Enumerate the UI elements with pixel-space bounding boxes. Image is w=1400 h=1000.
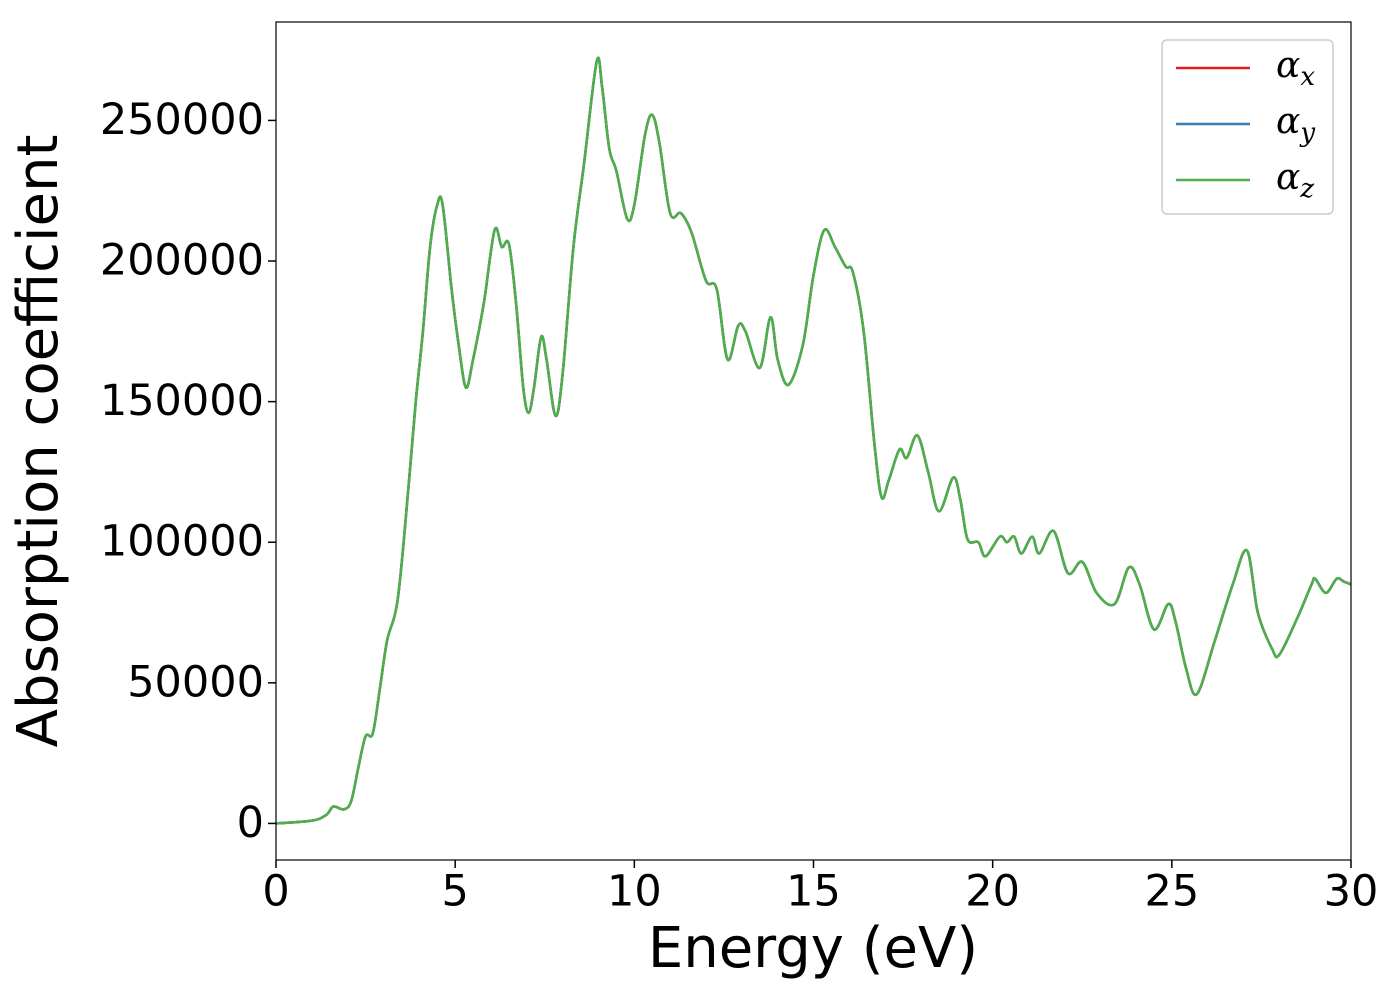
x-tick-label: 0: [262, 867, 289, 917]
y-tick-label: 200000: [100, 236, 264, 286]
x-axis-label: Energy (eV): [648, 916, 978, 981]
x-tick-label: 20: [965, 867, 1020, 917]
x-tick-label: 10: [607, 867, 662, 917]
legend-label: αz: [1276, 157, 1314, 204]
x-tick-label: 15: [786, 867, 841, 917]
y-tick-label: 50000: [127, 657, 264, 707]
plot-frame: [275, 21, 1352, 861]
legend-box: [1161, 39, 1334, 215]
x-tick-label: 5: [441, 867, 468, 917]
x-tick-label: 25: [1144, 867, 1199, 917]
legend-label: αy: [1276, 101, 1315, 148]
x-tick-label: 30: [1324, 867, 1379, 917]
y-tick-label: 250000: [100, 95, 264, 145]
y-tick-label: 0: [237, 798, 264, 848]
data-line: [275, 56, 1352, 825]
y-tick-label: 150000: [100, 376, 264, 426]
y-axis-label: Absorption coefficient: [6, 135, 71, 748]
legend-label: αx: [1276, 45, 1315, 92]
y-tick-label: 100000: [100, 517, 264, 567]
